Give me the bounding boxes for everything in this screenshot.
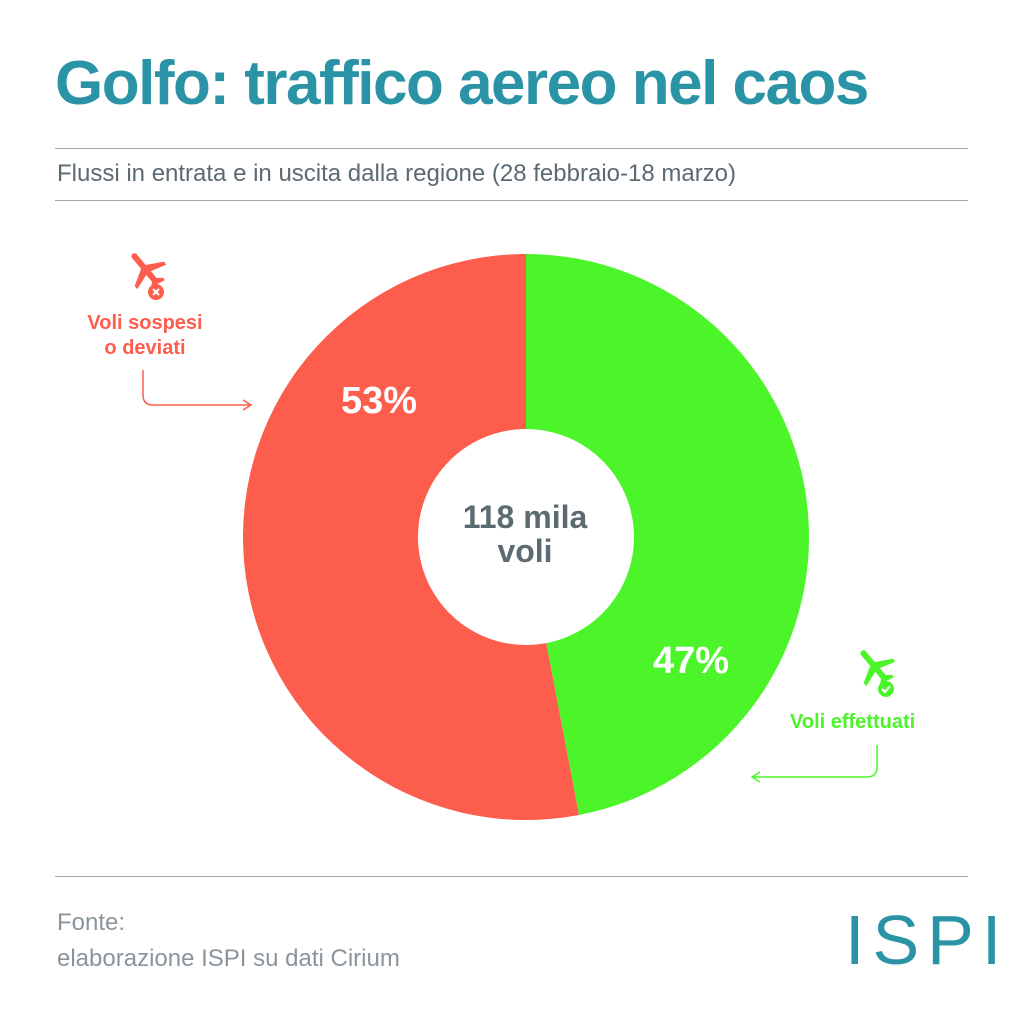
source-line1: Fonte:: [57, 909, 126, 936]
divider-top: [55, 148, 968, 149]
center-label: 118 mila voli: [420, 500, 630, 568]
ispi-logo: ISPI: [845, 901, 1010, 979]
legend-label-suspended-line1: Voli sospesi: [87, 312, 203, 334]
divider-subtitle: [55, 200, 968, 201]
divider-bottom: [55, 876, 968, 877]
value-label-suspended: 53%: [341, 380, 418, 422]
chart-subtitle: Flussi in entrata e in uscita dalla regi…: [57, 160, 737, 187]
legend-label-completed: Voli effettuati: [790, 711, 916, 733]
airplane-check-icon: [860, 650, 896, 697]
center-label-line2: voli: [497, 533, 553, 569]
legend-label-suspended: Voli sospesi o deviati: [75, 311, 215, 361]
source-note: Fonte: elaborazione ISPI su dati Cirium: [57, 905, 400, 977]
chart-title: Golfo: traffico aereo nel caos: [55, 49, 869, 118]
source-line2: elaborazione ISPI su dati Cirium: [57, 945, 400, 972]
legend-label-suspended-line2: o deviati: [104, 337, 186, 359]
center-label-line1: 118 mila: [462, 499, 588, 535]
slice-suspended: [243, 254, 580, 820]
value-label-completed: 47%: [653, 640, 730, 682]
airplane-cancel-icon: [131, 253, 167, 300]
slice-completed: [526, 254, 810, 815]
